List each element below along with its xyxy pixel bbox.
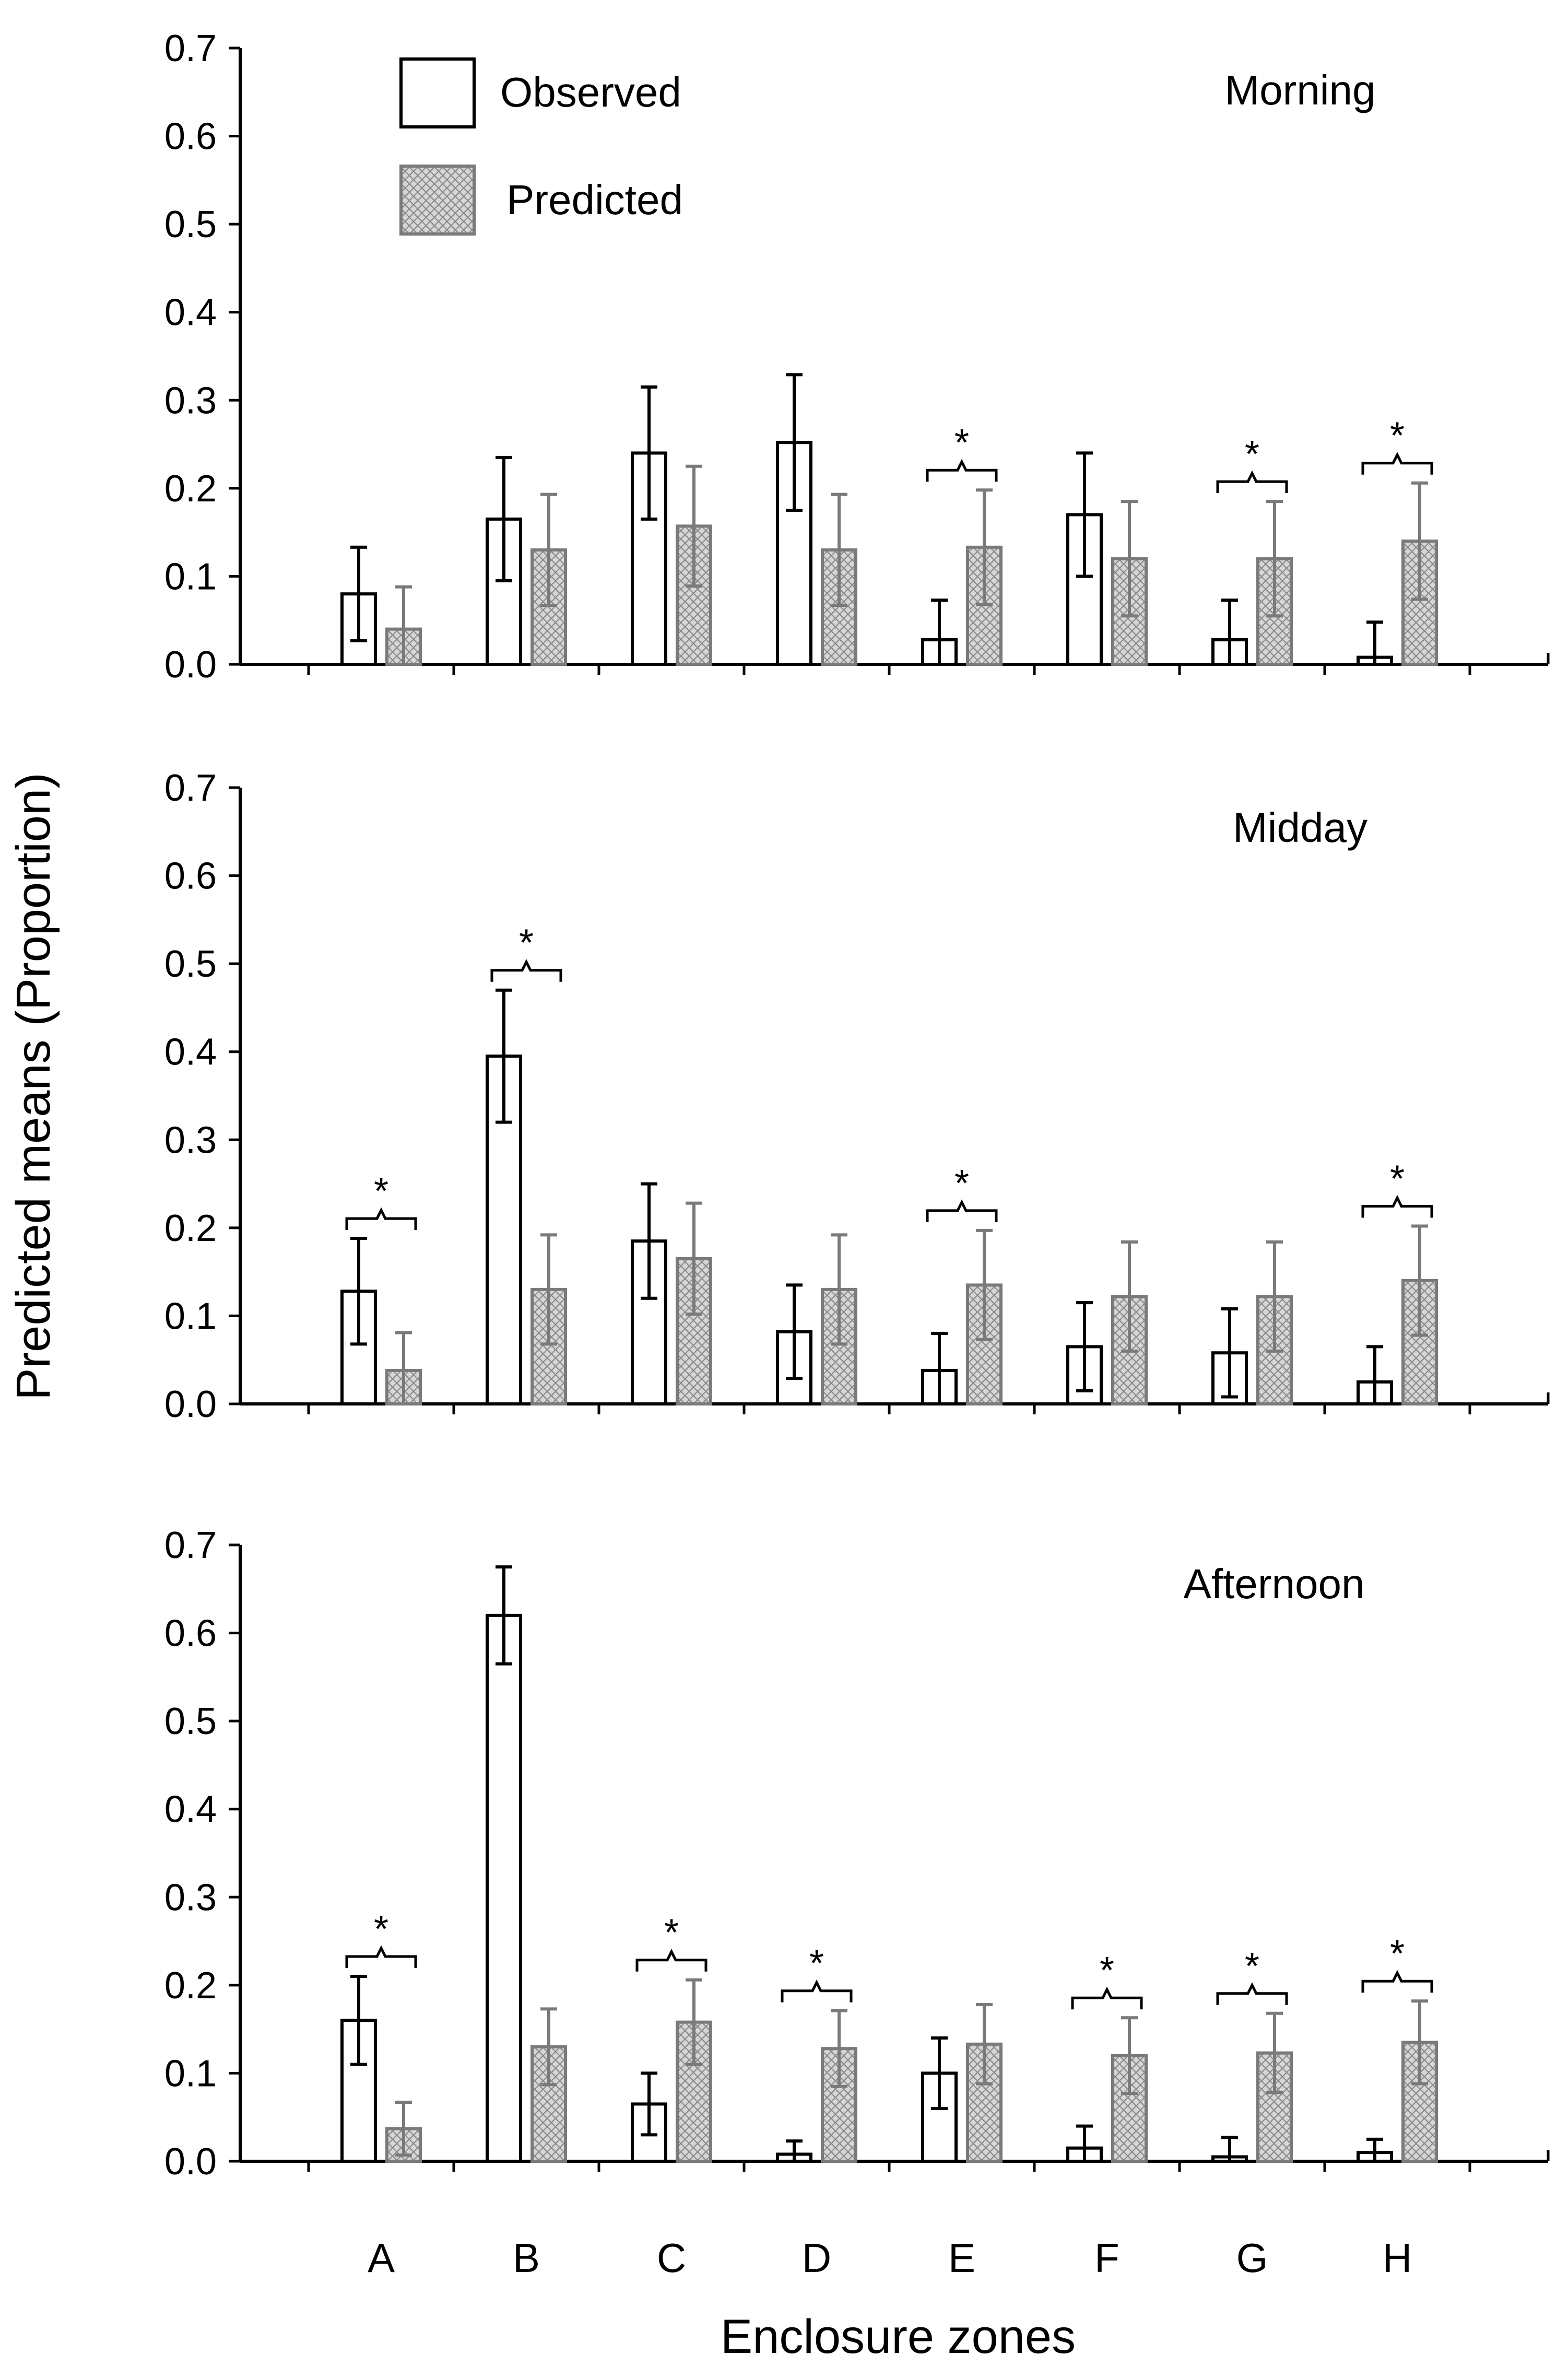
panel-morning: 0.0 0.1 0.2 0.3 0.4 0.5 0.6 0.7 Morning * * * — [164, 28, 1550, 686]
y-tick-label: 0.6 — [164, 1613, 217, 1655]
significance-bracket — [1361, 1194, 1433, 1218]
bar-observed-b — [486, 1055, 522, 1405]
significance-star: * — [1245, 1946, 1259, 1987]
panel-afternoon: 0.0 0.1 0.2 0.3 0.4 0.5 0.6 0.7 Afternoon * * * * * * — [164, 1525, 1550, 2183]
y-tick-label: 0.5 — [164, 1701, 217, 1742]
zone-label-f: F — [1094, 2235, 1119, 2281]
y-tick-label: 0.1 — [164, 556, 217, 598]
bar-predicted-g — [1256, 2051, 1293, 2163]
y-tick-label: 0.5 — [164, 943, 217, 985]
zone-label-d: D — [802, 2235, 831, 2281]
significance-star: * — [809, 1943, 824, 1985]
y-tick-label: 0.4 — [164, 292, 217, 334]
significance-star: * — [1245, 434, 1259, 475]
significance-bracket — [490, 959, 562, 982]
panel-midday: 0.0 0.1 0.2 0.3 0.4 0.5 0.6 0.7 Midday * * * * — [164, 767, 1550, 1425]
zone-label-a: A — [368, 2235, 395, 2281]
significance-bracket — [1216, 1982, 1288, 2005]
significance-star: * — [1390, 415, 1405, 457]
panel-title: Morning — [1224, 67, 1375, 113]
significance-bracket — [1361, 1970, 1433, 1993]
panels: 0.0 0.1 0.2 0.3 0.4 0.5 0.6 0.7 Morning * * * 0.0 0.1… — [164, 28, 1550, 2183]
legend-swatch-observed — [399, 57, 476, 128]
y-tick-label: 0.2 — [164, 468, 217, 510]
panel-title: Afternoon — [1184, 1561, 1365, 1607]
significance-bracket — [345, 1207, 417, 1231]
y-tick-label: 0.7 — [164, 767, 217, 809]
legend-swatch-predicted — [399, 165, 476, 236]
zone-label-b: B — [513, 2235, 540, 2281]
significance-bracket — [635, 1949, 708, 1972]
zone-labels: A B C D E F G H — [368, 2235, 1412, 2281]
panel-title: Midday — [1233, 804, 1367, 851]
y-tick-label: 0.1 — [164, 2053, 217, 2094]
significance-star: * — [1100, 1950, 1114, 1992]
significance-star: * — [954, 1163, 969, 1204]
y-tick-label: 0.4 — [164, 1789, 217, 1831]
significance-star: * — [1390, 1933, 1405, 1975]
zone-label-e: E — [948, 2235, 975, 2281]
legend-label-observed: Observed — [500, 69, 681, 115]
y-axis-title: Predicted means (Proportion) — [7, 772, 60, 1400]
y-tick-label: 0.5 — [164, 204, 217, 245]
y-tick-label: 0.1 — [164, 1295, 217, 1337]
significance-star: * — [954, 422, 969, 464]
y-tick-label: 0.7 — [164, 1525, 217, 1566]
significance-bracket — [1216, 470, 1288, 494]
legend-label-predicted: Predicted — [506, 177, 683, 223]
y-tick-label: 0.3 — [164, 1877, 217, 1918]
zone-label-h: H — [1383, 2235, 1412, 2281]
significance-star: * — [519, 922, 534, 964]
significance-bracket — [345, 1945, 417, 1968]
y-tick-label: 0.7 — [164, 28, 217, 69]
y-tick-label: 0.3 — [164, 380, 217, 421]
zone-label-g: G — [1236, 2235, 1268, 2281]
y-tick-label: 0.2 — [164, 1208, 217, 1249]
zone-label-c: C — [657, 2235, 686, 2281]
significance-star: * — [374, 1908, 388, 1950]
y-tick-label: 0.6 — [164, 856, 217, 897]
y-tick-label: 0.0 — [164, 2141, 217, 2183]
significance-bracket — [1361, 452, 1433, 475]
y-tick-label: 0.4 — [164, 1032, 217, 1073]
bar-observed-b — [486, 517, 522, 666]
legend: Observed Predicted — [399, 57, 683, 236]
significance-star: * — [664, 1912, 679, 1954]
x-axis-title: Enclosure zones — [721, 2310, 1076, 2363]
significance-star: * — [1390, 1158, 1405, 1200]
y-tick-label: 0.0 — [164, 644, 217, 686]
significance-bracket — [926, 1199, 998, 1222]
y-tick-label: 0.0 — [164, 1384, 217, 1425]
y-tick-label: 0.2 — [164, 1965, 217, 2007]
y-tick-label: 0.6 — [164, 116, 217, 158]
bar-observed-b — [486, 1613, 522, 2163]
y-tick-label: 0.3 — [164, 1119, 217, 1161]
significance-bracket — [926, 459, 998, 482]
significance-bracket — [1071, 1986, 1143, 2010]
significance-bracket — [781, 1979, 853, 2002]
significance-star: * — [374, 1170, 388, 1212]
